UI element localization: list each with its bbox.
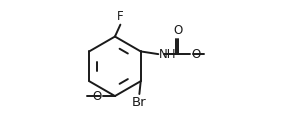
Text: NH: NH [158,48,176,61]
Text: O: O [92,90,101,103]
Text: O: O [191,48,201,61]
Text: O: O [173,24,183,37]
Text: Br: Br [132,96,147,109]
Text: F: F [117,10,124,23]
